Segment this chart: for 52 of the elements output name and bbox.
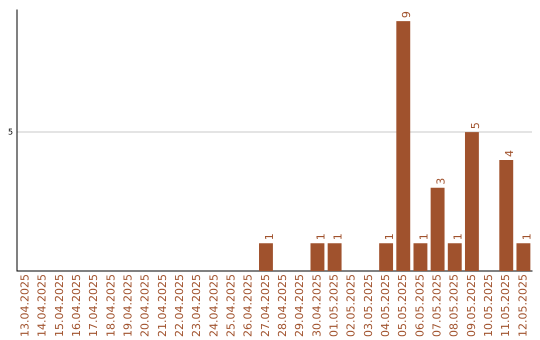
bar	[310, 243, 324, 272]
x-tick-label: 29.04.2025	[293, 274, 306, 338]
bar	[328, 243, 342, 272]
bar	[413, 243, 428, 272]
bar	[516, 243, 530, 272]
x-tick-label: 16.04.2025	[70, 274, 84, 338]
x-tick-label: 06.05.2025	[413, 274, 426, 338]
data-label: 1	[262, 233, 276, 240]
data-label: 4	[503, 150, 516, 157]
x-tick-label: 08.05.2025	[448, 274, 461, 338]
bar	[396, 21, 410, 272]
bar	[430, 188, 445, 272]
x-tick-label: 05.05.2025	[396, 274, 410, 338]
x-tick-label: 28.04.2025	[276, 274, 289, 338]
x-tick-label: 13.04.2025	[18, 274, 32, 338]
x-tick-label: 20.04.2025	[138, 274, 152, 338]
x-tick-label: 25.04.2025	[224, 274, 238, 338]
data-label: 5	[468, 122, 482, 130]
x-tick-label: 18.04.2025	[104, 274, 118, 338]
data-label: 1	[382, 233, 396, 240]
x-tick-label: 03.05.2025	[362, 274, 375, 338]
x-tick-label: 04.05.2025	[378, 274, 392, 338]
data-label: 1	[520, 233, 534, 240]
x-tick-label: 15.04.2025	[52, 274, 66, 338]
bar	[379, 243, 394, 272]
bar	[499, 160, 514, 272]
x-tick-label: 09.05.2025	[464, 274, 478, 338]
x-tick-label: 23.04.2025	[190, 274, 204, 338]
bar	[259, 243, 273, 272]
x-tick-label: 12.05.2025	[516, 274, 530, 338]
x-tick-label: 30.04.2025	[310, 274, 324, 338]
data-label: 1	[314, 233, 328, 240]
data-label: 9	[400, 11, 414, 18]
x-tick-label: 19.04.2025	[122, 274, 135, 338]
data-label: 1	[331, 233, 344, 240]
data-label: 1	[417, 233, 430, 240]
x-tick-label: 17.04.2025	[87, 274, 100, 338]
x-tick-label: 24.04.2025	[207, 274, 220, 338]
x-tick-label: 11.05.2025	[499, 274, 512, 338]
bar	[464, 132, 479, 272]
x-tick-label: 07.05.2025	[430, 274, 444, 338]
x-tick-label: 27.04.2025	[258, 274, 272, 338]
x-tick-label: 14.04.2025	[36, 274, 49, 338]
x-tick-label: 10.05.2025	[482, 274, 495, 338]
data-label: 1	[452, 233, 465, 240]
x-tick-label: 02.05.2025	[344, 274, 358, 338]
x-tick-label: 26.04.2025	[242, 274, 255, 338]
bar	[448, 243, 462, 272]
data-label: 3	[434, 178, 448, 185]
x-tick-label: 22.04.2025	[173, 274, 186, 338]
x-tick-label: 01.05.2025	[327, 274, 340, 338]
x-tick-label: 21.04.2025	[156, 274, 169, 338]
